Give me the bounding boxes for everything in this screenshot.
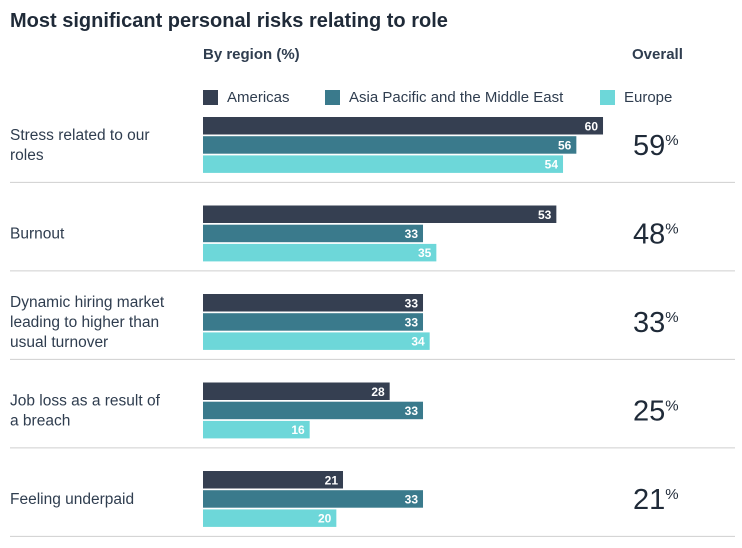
overall-percent-sign: % [665, 397, 678, 414]
overall-percent-sign: % [665, 132, 678, 149]
bar-americas-1 [203, 205, 557, 223]
legend-label-americas: Americas [227, 88, 290, 106]
category-label-line: Dynamic hiring market [10, 294, 165, 311]
bar-value-label: 54 [545, 158, 559, 172]
bar-value-label: 53 [538, 208, 552, 222]
category-label-1: Burnout [10, 225, 65, 242]
bar-europe-3 [203, 420, 310, 439]
bar-value-label: 33 [405, 404, 419, 418]
category-label-line: usual turnover [10, 334, 108, 351]
bar-europe-1 [203, 243, 437, 262]
bar-asia-pacific-and-the-middle-east-1 [203, 224, 424, 243]
bar-americas-0 [203, 117, 604, 135]
bar-value-label: 28 [371, 385, 385, 399]
legend-item-apac-me: Asia Pacific and the Middle East [325, 87, 563, 107]
bar-value-label: 33 [405, 296, 419, 310]
bar-europe-2 [203, 332, 430, 350]
bar-europe-4 [203, 509, 337, 527]
category-label-line: Burnout [10, 225, 65, 242]
overall-percent-sign: % [665, 220, 678, 237]
bar-asia-pacific-and-the-middle-east-0 [203, 136, 577, 154]
category-label-2: Dynamic hiring market leading to higher t… [10, 294, 165, 351]
category-label-3: Job loss as a result of a breach [10, 392, 161, 429]
bar-asia-pacific-and-the-middle-east-4 [203, 490, 424, 508]
category-label-line: Feeling underpaid [10, 491, 134, 508]
category-label-0: Stress related to our roles [10, 127, 150, 164]
bar-value-label: 56 [558, 138, 572, 152]
category-label-line: a breach [10, 412, 70, 429]
overall-value-1: 48% [633, 218, 679, 250]
overall-percent-sign: % [665, 486, 678, 503]
bar-value-label: 16 [291, 423, 305, 437]
region-heading: By region (%) [203, 46, 300, 63]
legend-swatch-europe [600, 89, 615, 105]
legend-item-americas: Americas [203, 87, 290, 107]
category-label-4: Feeling underpaid [10, 491, 134, 508]
overall-value-3: 25% [633, 395, 679, 427]
bar-value-label: 60 [585, 119, 599, 133]
bar-value-label: 33 [405, 492, 419, 506]
legend-label-europe: Europe [624, 88, 673, 106]
bar-value-label: 35 [418, 246, 432, 260]
bar-value-label: 34 [411, 335, 425, 349]
chart-title: Most significant personal risks relating… [10, 10, 448, 32]
overall-percent-sign: % [665, 309, 678, 326]
bar-asia-pacific-and-the-middle-east-2 [203, 313, 424, 331]
bar-americas-3 [203, 382, 390, 400]
legend: Americas Asia Pacific and the Middle Eas… [203, 87, 723, 107]
overall-value-0: 59% [633, 130, 679, 162]
bar-asia-pacific-and-the-middle-east-3 [203, 401, 424, 420]
legend-label-apac-me: Asia Pacific and the Middle East [349, 88, 564, 106]
overall-value-2: 33% [633, 307, 679, 339]
bar-americas-2 [203, 294, 424, 312]
bar-value-label: 20 [318, 512, 332, 526]
legend-swatch-americas [203, 89, 218, 105]
overall-value-4: 21% [633, 484, 679, 516]
category-label-line: roles [10, 147, 44, 164]
bar-americas-4 [203, 471, 344, 489]
category-label-line: leading to higher than [10, 314, 159, 331]
category-label-line: Job loss as a result of [10, 392, 161, 409]
bar-value-label: 33 [405, 227, 419, 241]
legend-item-europe: Europe [600, 87, 672, 107]
overall-heading: Overall [632, 46, 683, 63]
bar-value-label: 21 [325, 473, 339, 487]
bar-europe-0 [203, 155, 564, 173]
legend-swatch-apac-me [325, 89, 340, 105]
bar-value-label: 33 [405, 315, 419, 329]
category-label-line: Stress related to our [10, 127, 150, 144]
